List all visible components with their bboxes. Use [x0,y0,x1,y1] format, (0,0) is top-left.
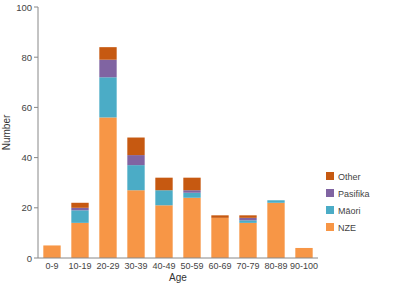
legend-label: Māori [338,206,361,216]
bar [99,77,116,117]
x-tick-label: 30-39 [124,261,147,271]
bar [183,190,200,193]
y-tick [34,57,38,58]
x-tick-label: 80-89 [264,261,287,271]
bar [267,200,284,203]
bar [155,178,172,191]
y-axis-title: Number [1,114,12,150]
y-tick-label: 40 [21,152,32,163]
x-tick-label: 50-59 [180,261,203,271]
x-axis-title: Age [169,272,187,283]
bars [43,47,312,258]
bar [155,205,172,258]
y-tick [34,258,38,259]
bar [267,203,284,258]
legend-swatch [326,223,334,231]
legend-swatch [326,172,334,180]
y-tick-label: 20 [21,202,32,213]
bar [71,203,88,208]
bar [71,210,88,223]
y-tick-label: 60 [21,102,32,113]
bar [295,247,312,248]
legend-label: Other [338,172,361,182]
bar [43,245,60,258]
bar [43,245,60,246]
bar [295,247,312,248]
y-tick-label: 100 [16,2,32,13]
x-tick-label: 70-79 [236,261,259,271]
bar [71,208,88,211]
bar [211,215,228,218]
bar [155,190,172,205]
x-tick-label: 90-100 [290,261,318,271]
bar [127,190,144,258]
bar [239,223,256,258]
bar [127,155,144,165]
y-axis [38,7,39,258]
bar [239,220,256,223]
y-tick [34,107,38,108]
x-tick-label: 60-69 [208,261,231,271]
bar [43,245,60,246]
bar [267,200,284,201]
bar [183,193,200,198]
x-tick-label: 20-29 [96,261,119,271]
legend-swatch [326,189,334,197]
bar [211,218,228,258]
y-tick-label: 80 [21,52,32,63]
bar [183,178,200,191]
legend-label: Pasifika [338,189,370,199]
legend-label: NZE [338,223,356,233]
bar [183,198,200,258]
y-tick-label: 0 [27,253,32,264]
bar [239,215,256,218]
x-tick-label: 40-49 [152,261,175,271]
chart: 0 20 40 60 80 100 0-9 10-19 20-29 30-39 40-49 50-59… [0,0,400,286]
x-tick-label: 10-19 [68,261,91,271]
bar [127,165,144,190]
y-tick [34,7,38,8]
x-axis [38,258,318,259]
bar [295,248,312,258]
y-tick [34,157,38,158]
bar [99,60,116,78]
bar [295,247,312,248]
legend-swatch [326,206,334,214]
bar [99,117,116,258]
bar [127,138,144,156]
y-tick [34,207,38,208]
bar [99,47,116,60]
bar [71,223,88,258]
bar [43,245,60,246]
x-tick-label: 0-9 [45,261,58,271]
bar [267,200,284,201]
bar [239,218,256,221]
